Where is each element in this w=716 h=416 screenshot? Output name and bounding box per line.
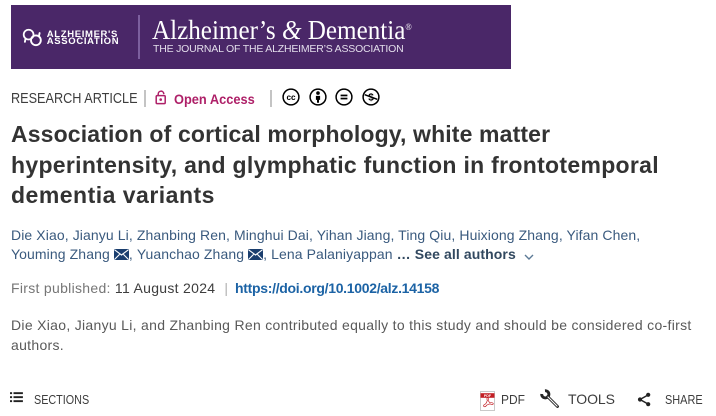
svg-text:$: $ bbox=[368, 92, 374, 103]
svg-text:PDF: PDF bbox=[484, 394, 492, 398]
svg-text:cc: cc bbox=[286, 93, 296, 102]
